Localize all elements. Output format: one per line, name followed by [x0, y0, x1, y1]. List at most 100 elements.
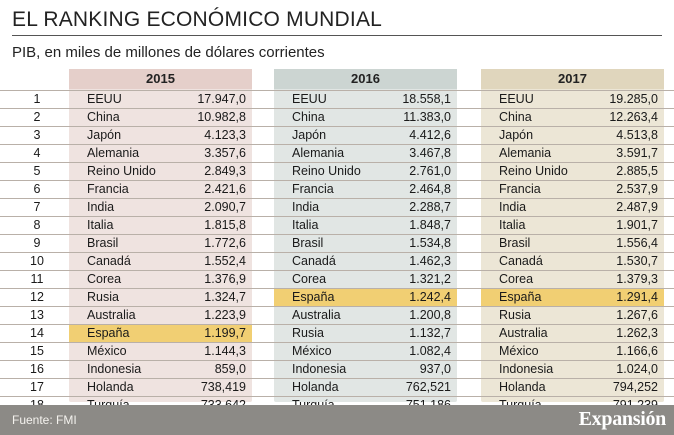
country-name: Canadá: [292, 254, 336, 268]
rank-number: 9: [33, 236, 41, 250]
country-name: México: [499, 344, 539, 358]
gdp-value: 2.885,5: [616, 164, 658, 178]
gdp-value: 1.262,3: [616, 326, 658, 340]
gdp-value: 2.090,7: [204, 200, 246, 214]
country-name: Rusia: [87, 290, 119, 304]
table-row: 1 EEUU 17.947,0 EEUU 18.558,1 EEUU 19.285,0: [0, 90, 674, 109]
country-name: Holanda: [499, 380, 546, 394]
ranking-cell-2016: Alemania 3.467,8: [274, 145, 457, 162]
page-subtitle: PIB, en miles de millones de dólares cor…: [12, 44, 325, 61]
rank-number: 13: [30, 308, 44, 322]
country-name: China: [87, 110, 120, 124]
rank-number: 8: [33, 218, 41, 232]
country-name: EEUU: [499, 92, 534, 106]
table-row: 7 India 2.090,7 India 2.288,7 India 2.487,9: [0, 199, 674, 217]
country-name: Corea: [499, 272, 534, 286]
country-name: Alemania: [87, 146, 140, 160]
rank-number: 2: [33, 110, 41, 124]
gdp-value: 1.552,4: [204, 254, 246, 268]
ranking-cell-2017: EEUU 19.285,0: [481, 91, 664, 108]
rank-number: 6: [33, 182, 41, 196]
table-row: 4 Alemania 3.357,6 Alemania 3.467,8 Alemania 3…: [0, 145, 674, 163]
gdp-value: 1.082,4: [409, 344, 451, 358]
gdp-value: 1.772,6: [204, 236, 246, 250]
country-name: India: [499, 200, 527, 214]
gdp-value: 1.324,7: [204, 290, 246, 304]
country-name: Indonesia: [499, 362, 554, 376]
ranking-cell-2016: EEUU 18.558,1: [274, 91, 457, 108]
country-name: EEUU: [292, 92, 327, 106]
country-name: Rusia: [292, 326, 324, 340]
ranking-cell-2017: China 12.263,4: [481, 109, 664, 126]
ranking-cell-2017: Reino Unido 2.885,5: [481, 163, 664, 180]
ranking-cell-2016: Francia 2.464,8: [274, 181, 457, 198]
rank-number: 7: [33, 200, 41, 214]
source-note: Fuente: FMI: [12, 413, 77, 427]
table-row: 6 Francia 2.421,6 Francia 2.464,8 Francia 2.53…: [0, 181, 674, 199]
country-name: Reino Unido: [499, 164, 568, 178]
rank-number: 14: [30, 326, 44, 340]
gdp-value: 738,419: [200, 380, 246, 394]
gdp-value: 762,521: [405, 380, 451, 394]
table-row: 10 Canadá 1.552,4 Canadá 1.462,3 Canadá 1.530,…: [0, 253, 674, 271]
country-name: Brasil: [499, 236, 531, 250]
rank-number: 16: [30, 362, 44, 376]
ranking-cell-2016: Italia 1.848,7: [274, 217, 457, 234]
ranking-cell-2015: España 1.199,7: [69, 325, 252, 342]
country-name: España: [499, 290, 542, 304]
gdp-value: 2.761,0: [409, 164, 451, 178]
gdp-value: 17.947,0: [197, 92, 246, 106]
country-name: Alemania: [499, 146, 552, 160]
country-name: Reino Unido: [292, 164, 361, 178]
gdp-value: 2.421,6: [204, 182, 246, 196]
rank-number: 3: [33, 128, 41, 142]
ranking-cell-2017: Australia 1.262,3: [481, 325, 664, 342]
country-name: Indonesia: [87, 362, 142, 376]
country-name: Francia: [292, 182, 334, 196]
table-row: 12 Rusia 1.324,7 España 1.242,4 España 1.291,4: [0, 289, 674, 307]
country-name: Canadá: [87, 254, 131, 268]
ranking-table: 1 EEUU 17.947,0 EEUU 18.558,1 EEUU 19.285,0 2 Ch…: [0, 90, 674, 415]
ranking-cell-2015: Japón 4.123,3: [69, 127, 252, 144]
gdp-value: 1.291,4: [616, 290, 658, 304]
table-row: 8 Italia 1.815,8 Italia 1.848,7 Italia 1.901,7: [0, 217, 674, 235]
rank-number: 1: [33, 92, 41, 106]
ranking-cell-2017: Alemania 3.591,7: [481, 145, 664, 162]
country-name: India: [87, 200, 115, 214]
gdp-value: 1.376,9: [204, 272, 246, 286]
gdp-value: 1.848,7: [409, 218, 451, 232]
country-name: España: [292, 290, 335, 304]
ranking-cell-2016: India 2.288,7: [274, 199, 457, 216]
gdp-value: 1.815,8: [204, 218, 246, 232]
ranking-cell-2016: México 1.082,4: [274, 343, 457, 360]
rank-number: 5: [33, 164, 41, 178]
country-name: China: [292, 110, 325, 124]
gdp-value: 3.467,8: [409, 146, 451, 160]
gdp-value: 4.123,3: [204, 128, 246, 142]
ranking-cell-2015: Canadá 1.552,4: [69, 253, 252, 270]
country-name: Japón: [499, 128, 534, 142]
panel-2017: 2017: [481, 69, 664, 402]
gdp-value: 1.242,4: [409, 290, 451, 304]
table-row: 9 Brasil 1.772,6 Brasil 1.534,8 Brasil 1.556,4: [0, 235, 674, 253]
panel-2016: 2016: [274, 69, 457, 402]
ranking-cell-2016: Reino Unido 2.761,0: [274, 163, 457, 180]
country-name: Francia: [87, 182, 129, 196]
ranking-cell-2017: España 1.291,4: [481, 289, 664, 306]
country-name: Australia: [499, 326, 548, 340]
table-row: 2 China 10.982,8 China 11.383,0 China 12.263,4: [0, 109, 674, 127]
ranking-cell-2016: Japón 4.412,6: [274, 127, 457, 144]
gdp-value: 937,0: [419, 362, 451, 376]
country-name: Italia: [499, 218, 526, 232]
rank-number: 17: [30, 380, 44, 394]
gdp-value: 1.901,7: [616, 218, 658, 232]
gdp-value: 2.849,3: [204, 164, 246, 178]
panel-2015: 2015: [69, 69, 252, 402]
gdp-value: 1.223,9: [204, 308, 246, 322]
gdp-value: 12.263,4: [609, 110, 658, 124]
footer-bar: Fuente: FMI Expansión: [0, 405, 674, 435]
rank-number: 10: [30, 254, 44, 268]
country-name: Canadá: [499, 254, 543, 268]
rank-number: 4: [33, 146, 41, 160]
country-name: Indonesia: [292, 362, 347, 376]
